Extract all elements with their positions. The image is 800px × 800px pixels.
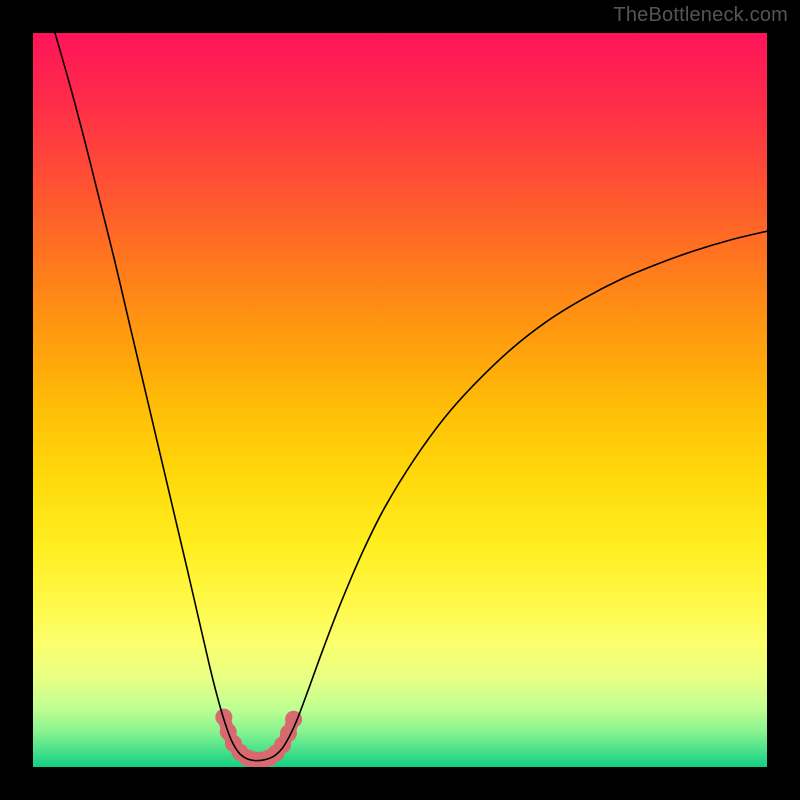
chart-svg [33,33,767,767]
bottleneck-chart [33,33,767,767]
watermark-text: TheBottleneck.com [613,4,788,27]
chart-background [33,33,767,767]
